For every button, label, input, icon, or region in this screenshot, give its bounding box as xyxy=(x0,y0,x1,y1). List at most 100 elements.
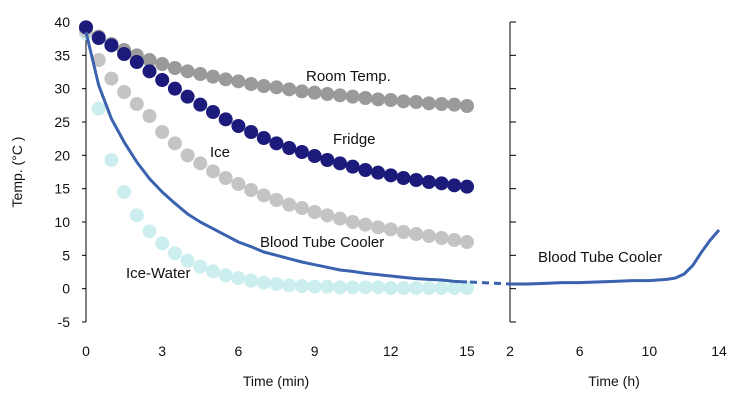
fridge-point xyxy=(244,125,259,139)
ice-water-point xyxy=(256,275,271,290)
label-blood-tube-cooler: Blood Tube Cooler xyxy=(260,234,384,251)
ice-point xyxy=(180,148,195,163)
ice-point xyxy=(155,125,170,139)
x-tick-label-hours: 14 xyxy=(711,343,727,359)
fridge-point xyxy=(256,131,271,145)
ice-water-point xyxy=(345,280,360,295)
room-temp-point xyxy=(193,67,208,81)
y-tick-label: 5 xyxy=(62,247,70,263)
ice-point xyxy=(91,53,106,67)
x-tick-label-minutes: 6 xyxy=(235,343,243,359)
room-temp-point xyxy=(142,53,157,67)
ice-water-point xyxy=(409,281,424,295)
ice-point xyxy=(282,197,297,212)
ice-point xyxy=(383,222,398,237)
y-tick-label: 35 xyxy=(54,47,70,63)
fridge-point xyxy=(307,149,322,163)
label-ice-water: Ice-Water xyxy=(126,265,190,282)
room-temp-point xyxy=(155,57,170,71)
ice-point xyxy=(231,177,246,191)
fridge-point xyxy=(371,165,386,180)
ice-point xyxy=(167,136,182,151)
fridge-point xyxy=(155,73,170,87)
ice-point xyxy=(358,217,373,232)
x-tick-label-minutes: 12 xyxy=(383,343,399,359)
ice-point xyxy=(333,211,347,226)
right-axis-ticks: 2 6 10 14 xyxy=(506,21,727,359)
label-blood-tube-cooler-hours: Blood Tube Cooler xyxy=(538,249,662,266)
fridge-point xyxy=(206,105,220,119)
label-fridge: Fridge xyxy=(333,131,376,148)
fridge-point xyxy=(129,55,144,69)
ice-point xyxy=(294,201,309,215)
ice-point xyxy=(421,229,436,243)
room-temp-point xyxy=(383,93,398,107)
ice-water-point xyxy=(371,280,386,295)
ice-water-point xyxy=(155,236,170,251)
y-axis-title: Temp. (°C ) xyxy=(9,137,25,208)
y-tick-label: 40 xyxy=(54,14,70,30)
ice-water-point xyxy=(117,185,132,199)
ice-water-point xyxy=(358,280,373,295)
y-tick-label: -5 xyxy=(58,314,71,330)
ice-point xyxy=(104,71,119,86)
room-temp-point xyxy=(282,82,297,97)
room-temp-point xyxy=(180,64,195,79)
fridge-point xyxy=(180,89,195,104)
ice-point xyxy=(409,227,424,241)
ice-point xyxy=(460,235,474,249)
ice-water-point xyxy=(206,264,220,279)
ice-water-point xyxy=(244,273,259,288)
fridge-point xyxy=(358,163,373,177)
x-tick-label-hours: 6 xyxy=(576,343,584,359)
ice-water-point xyxy=(434,281,449,295)
fridge-point xyxy=(320,153,335,167)
room-temp-point xyxy=(396,94,411,109)
ice-water-point xyxy=(129,208,144,223)
fridge-point xyxy=(142,64,157,79)
fridge-point xyxy=(345,159,360,174)
fridge-point xyxy=(193,97,208,112)
ice-point xyxy=(320,208,335,223)
ice-water-point xyxy=(383,281,398,295)
fridge-point xyxy=(396,171,411,185)
fridge-point xyxy=(104,38,119,53)
fridge-point xyxy=(282,141,297,155)
x-axis-title-hours: Time (h) xyxy=(588,373,640,389)
ice-point xyxy=(117,85,132,99)
x-tick-label-hours: 10 xyxy=(642,343,658,359)
ice-point xyxy=(218,171,233,185)
fridge-point xyxy=(167,81,182,96)
room-temp-point xyxy=(345,89,360,104)
blood-tube-cooler-hours-line xyxy=(510,229,721,286)
ice-point xyxy=(307,205,322,219)
ice-water-point xyxy=(218,268,233,283)
ice-point xyxy=(371,220,386,235)
ice-point xyxy=(396,225,411,239)
room-temp-point xyxy=(256,79,271,93)
ice-water-point xyxy=(142,224,157,239)
ice-point xyxy=(142,109,157,123)
ice-water-point xyxy=(307,279,322,294)
fridge-point xyxy=(421,175,436,189)
y-tick-label: 30 xyxy=(54,81,70,97)
fridge-point xyxy=(218,112,233,127)
ice-water-point xyxy=(282,278,297,293)
x-tick-label-minutes: 3 xyxy=(158,343,166,359)
ice-water-point xyxy=(167,246,182,261)
left-plot-area xyxy=(79,20,474,295)
room-temp-point xyxy=(294,84,309,99)
room-temp-point xyxy=(447,97,462,112)
x-tick-label-minutes: 15 xyxy=(459,343,475,359)
ice-water-point xyxy=(104,153,119,167)
room-temp-point xyxy=(371,92,386,107)
ice-water-point xyxy=(421,281,436,295)
fridge-point xyxy=(117,47,132,61)
fridge-point xyxy=(409,173,424,187)
ice-water-point xyxy=(231,271,246,285)
fridge-point xyxy=(383,168,398,183)
right-plot-area xyxy=(510,229,721,286)
fridge-point xyxy=(333,156,347,171)
ice-water-point xyxy=(447,281,462,295)
